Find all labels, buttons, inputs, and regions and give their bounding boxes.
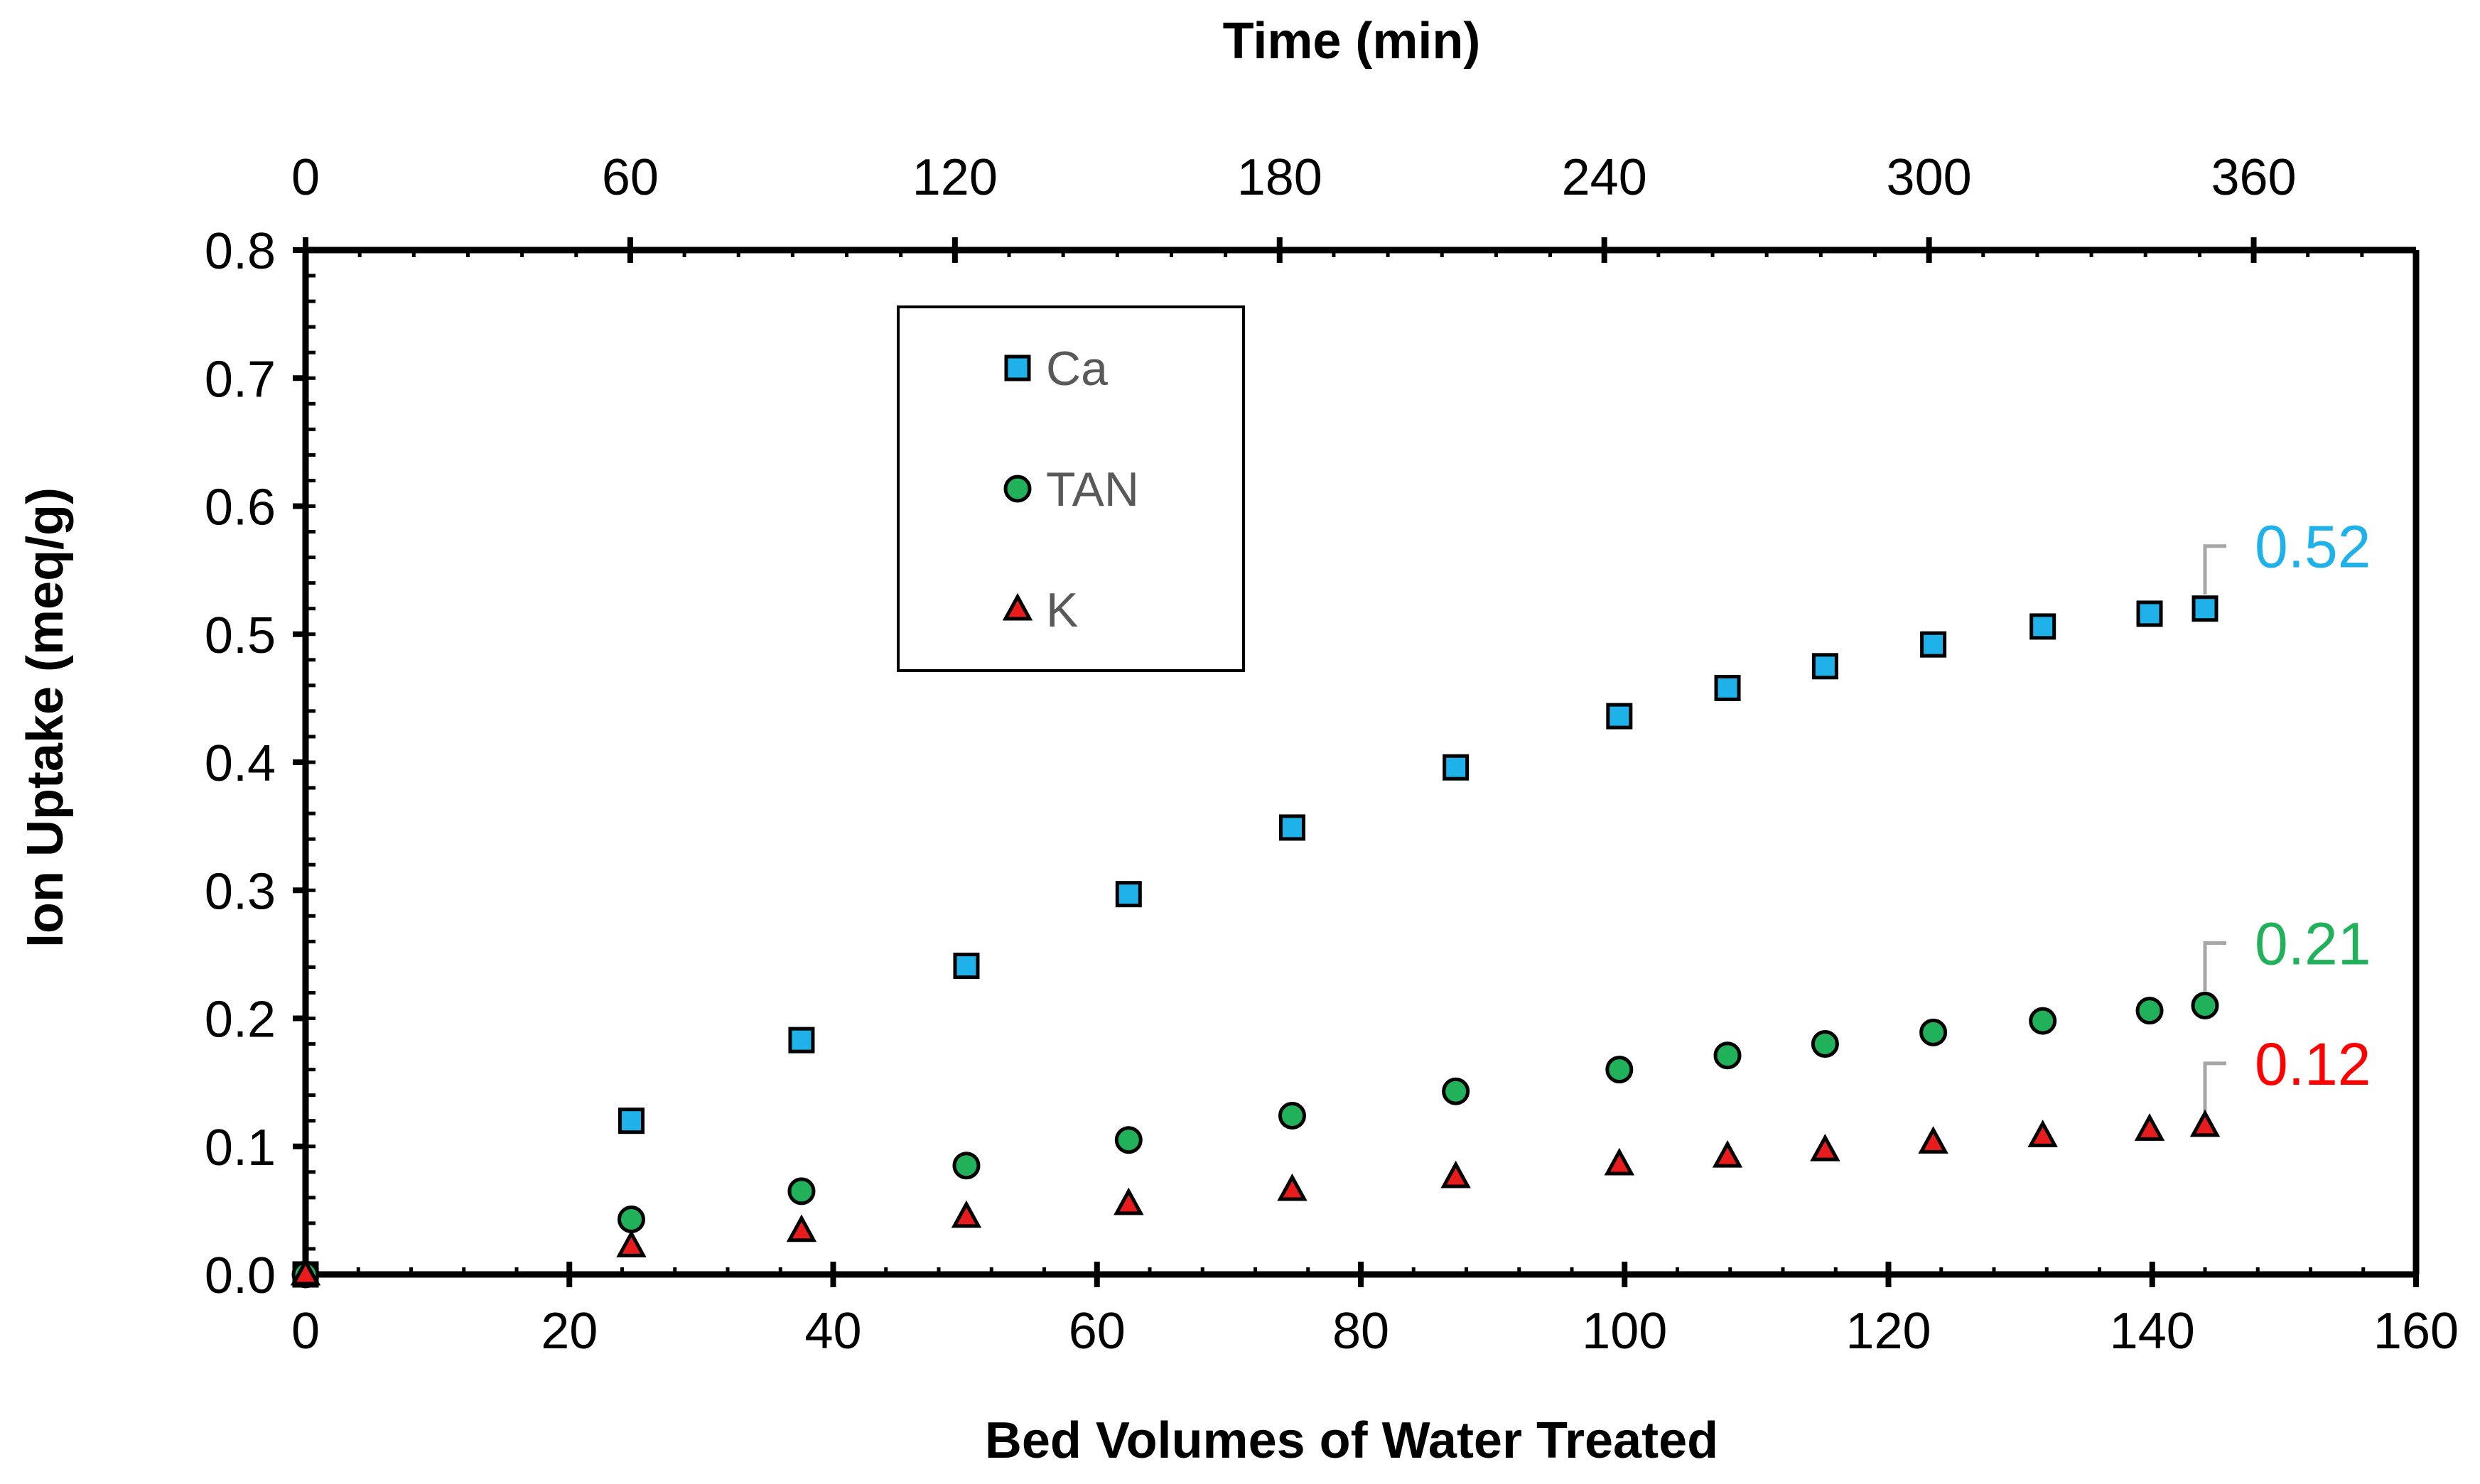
k-point — [1604, 1147, 1635, 1176]
legend-item-tan: TAN — [1003, 462, 1139, 516]
tan-point — [787, 1177, 816, 1206]
tan-point — [1811, 1030, 1839, 1058]
bottom-axis-title: Bed Volumes of Water Treated — [985, 1412, 1718, 1469]
k-callout-leader — [2203, 1061, 2226, 1112]
y-tick-label: 0.4 — [205, 735, 276, 792]
axis-tick-labels: 0 20 40 60 80 100 120 140 160 0.0 0.1 0.2 0.3 0.4 0.5 0… — [205, 149, 2459, 1360]
k-point — [1114, 1187, 1144, 1215]
tan-callout-leader — [2203, 941, 2226, 992]
legend-item-ca: Ca — [1004, 342, 1108, 396]
ca-point — [2191, 595, 2218, 622]
ca-point — [1443, 754, 1470, 781]
top-axis-title: Time (min) — [1223, 13, 1481, 70]
k-point — [1277, 1173, 1308, 1201]
y-tick-label: 0.0 — [205, 1247, 276, 1304]
k-point — [616, 1230, 647, 1257]
x2-tick-label: 240 — [1562, 149, 1647, 206]
ca-point — [2136, 600, 2163, 627]
x2-tick-label: 120 — [912, 149, 998, 206]
y-tick-label: 0.1 — [205, 1120, 276, 1176]
ca-point — [953, 953, 980, 980]
x-tick-label: 0 — [291, 1303, 320, 1360]
legend-marker-ca — [1004, 354, 1031, 381]
k-point — [1918, 1126, 1948, 1154]
k-point — [2134, 1113, 2165, 1141]
x-tick-label: 100 — [1582, 1303, 1667, 1360]
x-tick-label: 80 — [1332, 1303, 1389, 1360]
ca-callout-leader — [2203, 544, 2226, 595]
tan-point — [1605, 1056, 1634, 1084]
tan-point — [2191, 991, 2219, 1019]
tan-point — [1919, 1018, 1948, 1046]
k-point — [2027, 1120, 2058, 1147]
y-tick-label: 0.3 — [205, 863, 276, 920]
y-tick-label: 0.2 — [205, 992, 276, 1049]
tan-point — [2135, 997, 2164, 1025]
tan-callout-label: 0.21 — [2255, 910, 2371, 977]
y-tick-label: 0.5 — [205, 607, 276, 664]
legend-marker-k — [1002, 592, 1033, 621]
tan-point — [2029, 1007, 2057, 1035]
k-point — [1810, 1133, 1840, 1161]
series-ca — [292, 595, 2218, 1288]
legend-item-k: K — [1002, 583, 1078, 637]
ca-point — [1920, 631, 1947, 658]
ca-point — [1606, 703, 1633, 730]
y-tick-label: 0.7 — [205, 351, 276, 408]
tan-point — [1278, 1101, 1306, 1130]
x-tick-label: 60 — [1069, 1303, 1126, 1360]
x-tick-label: 160 — [2373, 1303, 2459, 1360]
data-points — [290, 595, 2221, 1289]
x2-tick-label: 0 — [291, 149, 320, 206]
ca-point — [1115, 881, 1142, 908]
legend-marker-tan — [1003, 475, 1032, 503]
x2-tick-label: 360 — [2211, 149, 2296, 206]
legend-box — [897, 305, 1245, 672]
y-tick-label: 0.6 — [205, 480, 276, 536]
x-tick-label: 140 — [2110, 1303, 2195, 1360]
x-tick-label: 20 — [541, 1303, 598, 1360]
ca-point — [1714, 674, 1741, 701]
ca-callout-label: 0.52 — [2255, 514, 2371, 580]
tan-point — [952, 1152, 981, 1180]
series-k — [290, 1109, 2221, 1286]
ca-point — [618, 1107, 645, 1134]
k-point — [951, 1200, 982, 1228]
k-point — [1440, 1160, 1471, 1188]
k-point — [1712, 1139, 1743, 1168]
ca-point — [1278, 814, 1305, 841]
k-point — [786, 1214, 817, 1242]
x2-tick-label: 300 — [1887, 149, 1972, 206]
k-point — [290, 1257, 321, 1286]
legend: Ca TAN K — [897, 305, 1245, 672]
k-callout-label: 0.12 — [2255, 1031, 2371, 1098]
tan-point — [617, 1205, 645, 1233]
tan-point — [1442, 1077, 1470, 1105]
ca-point — [1811, 653, 1838, 680]
axis-ticks — [293, 237, 2419, 1287]
x2-tick-label: 180 — [1237, 149, 1322, 206]
k-point — [2189, 1109, 2221, 1137]
legend-label-k: K — [1046, 583, 1078, 637]
value-callouts: 0.52 0.21 0.12 — [2203, 514, 2371, 1112]
x2-tick-label: 60 — [602, 149, 659, 206]
ca-point — [788, 1027, 815, 1054]
legend-label-ca: Ca — [1046, 342, 1108, 396]
left-axis-title: Ion Uptake (meq/g) — [17, 487, 74, 948]
ca-point — [2029, 613, 2056, 640]
tan-point — [1114, 1126, 1143, 1154]
y-tick-label: 0.8 — [205, 223, 276, 280]
legend-label-tan: TAN — [1046, 462, 1139, 516]
tan-point — [1713, 1041, 1742, 1070]
x-tick-label: 120 — [1845, 1303, 1931, 1360]
x-tick-label: 40 — [804, 1303, 861, 1360]
